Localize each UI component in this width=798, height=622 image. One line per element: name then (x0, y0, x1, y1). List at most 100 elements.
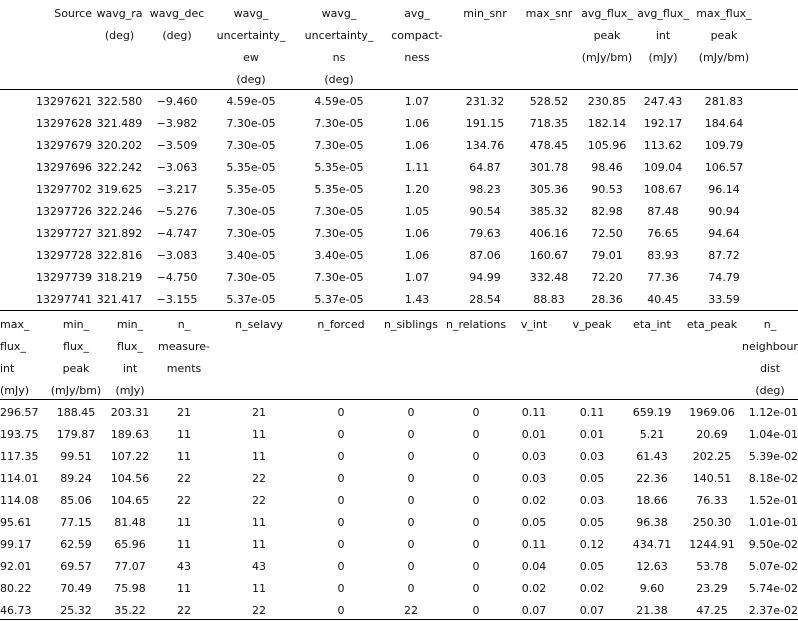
table-cell: 3.40e-05 (226, 249, 276, 262)
table-cell: 0 (407, 582, 415, 595)
table-cell: 301.78 (529, 161, 569, 174)
table-cell: 87.72 (708, 249, 740, 262)
table-cell: 109.79 (704, 139, 744, 152)
table-cell: 87.48 (647, 205, 679, 218)
table-row: 114.08 85.06 104.65 22 22 0 0 0 0.02 0.03 18.66 76.… (0, 490, 798, 512)
table-cell: 77.07 (114, 560, 146, 573)
table-cell: 90.53 (591, 183, 623, 196)
table-cell: 13297628 (36, 117, 92, 130)
table-cell: 0 (407, 450, 415, 463)
table-cell: 107.22 (110, 450, 150, 463)
table-cell: 47.25 (696, 604, 728, 617)
column-header-line: wavg_ (321, 7, 357, 20)
column-header: max_snr (519, 0, 579, 91)
column-header-line: (deg) (162, 29, 192, 42)
table-cell: 5.37e-05 (314, 293, 364, 306)
table-cell: 321.892 (96, 227, 143, 240)
table-2-header-divider (0, 399, 798, 400)
table-cell: 72.20 (591, 271, 623, 284)
table-cell: 0 (407, 494, 415, 507)
table-cell: 0 (472, 582, 480, 595)
column-header: avg_flux_ int (mJy) (635, 0, 691, 91)
table-cell: 2.37e-02 (748, 604, 798, 617)
table-cell: −3.083 (156, 249, 198, 262)
table-cell: 0.04 (521, 560, 547, 573)
table-cell: 99.17 (0, 538, 32, 551)
table-row: 80.22 70.49 75.98 11 11 0 0 0 0.02 0.02 9.60 23.29 5… (0, 578, 798, 600)
table-cell: 0 (337, 516, 345, 529)
table-cell: 0 (407, 428, 415, 441)
table-cell: 40.45 (647, 293, 679, 306)
column-header-line: ns (332, 51, 346, 64)
table-cell: 7.30e-05 (314, 117, 364, 130)
table-cell: 0 (337, 604, 345, 617)
table-cell: 0.07 (521, 604, 547, 617)
table-cell: 77.36 (647, 271, 679, 284)
table-cell: 0 (407, 538, 415, 551)
table-cell: 0.05 (521, 516, 547, 529)
table-row: 92.01 69.57 77.07 43 43 0 0 0 0.04 0.05 12.63 53.78… (0, 556, 798, 578)
table-cell: 0.11 (521, 538, 547, 551)
table-cell: 5.74e-02 (748, 582, 798, 595)
column-header: Source (0, 0, 92, 91)
column-header-line: max_flux_ (696, 7, 752, 20)
table-cell: 81.48 (114, 516, 146, 529)
table-cell: 79.01 (591, 249, 623, 262)
table-cell: 90.54 (469, 205, 501, 218)
table-cell: 0 (472, 560, 480, 573)
table-cell: 62.59 (60, 538, 92, 551)
table-cell: 22 (404, 604, 418, 617)
table-cell: 64.87 (469, 161, 501, 174)
column-header: n_relations (446, 311, 506, 402)
table-cell: 18.66 (636, 494, 668, 507)
table-cell: 98.46 (591, 161, 623, 174)
table-cell: 0 (337, 428, 345, 441)
table-row: 114.01 89.24 104.56 22 22 0 0 0 0.03 0.05 22.36 140… (0, 468, 798, 490)
table-cell: 0.11 (521, 406, 547, 419)
table-cell: 104.56 (110, 472, 150, 485)
table-cell: 11 (252, 582, 266, 595)
table-cell: 0 (337, 494, 345, 507)
table-cell: 22 (252, 494, 266, 507)
table-cell: 82.98 (591, 205, 623, 218)
column-header: min_snr (451, 0, 519, 91)
table-cell: 92.01 (0, 560, 32, 573)
table-cell: 0.05 (579, 516, 605, 529)
table-row: 13297726 322.246 −5.276 7.30e-05 7.30e-05 1.0… (0, 201, 798, 223)
table-cell: 77.15 (60, 516, 92, 529)
table-cell: 43 (177, 560, 191, 573)
table-cell: 11 (252, 516, 266, 529)
column-header: n_ neighbour_ dist (deg) (742, 311, 798, 402)
table-cell: 80.22 (0, 582, 32, 595)
table-cell: 21 (177, 406, 191, 419)
table-cell: 9.50e-02 (748, 538, 798, 551)
column-header-line: n_selavy (235, 318, 283, 331)
table-cell: −3.155 (156, 293, 198, 306)
table-cell: 322.242 (96, 161, 143, 174)
table-cell: 22 (252, 472, 266, 485)
table-row: 95.61 77.15 81.48 11 11 0 0 0 0.05 0.05 96.38 250.3… (0, 512, 798, 534)
table-cell: 247.43 (643, 95, 683, 108)
column-header-line: max_ (0, 318, 30, 331)
table-cell: 99.51 (60, 450, 92, 463)
table-cell: 1.04e-01 (748, 428, 798, 441)
column-header-line: flux_ (0, 340, 26, 353)
table-cell: 11 (252, 450, 266, 463)
column-header-line: (mJy) (648, 51, 678, 64)
table-cell: 718.35 (529, 117, 569, 130)
table-cell: 5.21 (639, 428, 665, 441)
column-header-line: peak (62, 362, 90, 375)
table-cell: 98.23 (469, 183, 501, 196)
column-header-line: avg_ (404, 7, 430, 20)
table-cell: −3.982 (156, 117, 198, 130)
table-cell: 65.96 (114, 538, 146, 551)
table-cell: 1969.06 (689, 406, 735, 419)
column-header-line: min_ (62, 318, 90, 331)
table-cell: 5.07e-02 (748, 560, 798, 573)
table-row: 13297727 321.892 −4.747 7.30e-05 7.30e-05 1.0… (0, 223, 798, 245)
table-cell: 20.69 (696, 428, 728, 441)
table-cell: 12.63 (636, 560, 668, 573)
column-header-line: measure- (158, 340, 210, 353)
table-cell: 321.417 (96, 293, 143, 306)
table-cell: 0 (472, 428, 480, 441)
